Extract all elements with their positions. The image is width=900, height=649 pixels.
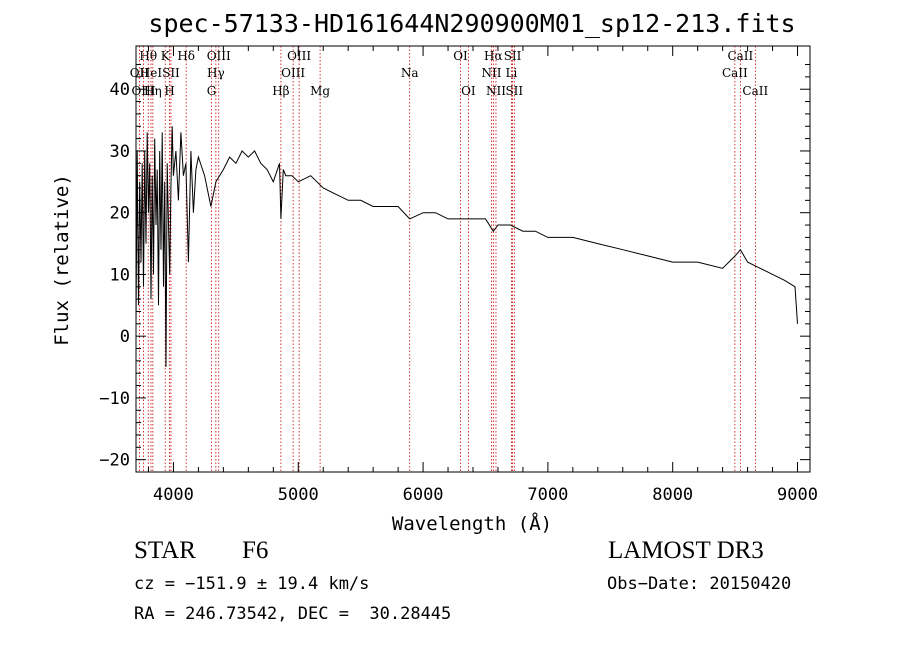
line-marker-label: OII <box>130 66 150 80</box>
y-tick-label: 0 <box>120 327 130 347</box>
y-axis-label: Flux (relative) <box>51 174 73 346</box>
line-marker-label: CaII <box>727 49 753 63</box>
redshift-velocity: cz = −151.9 ± 19.4 km/s <box>134 574 370 594</box>
x-axis: 4000 5000 6000 7000 8000 9000 <box>147 46 818 505</box>
y-tick-label: −10 <box>99 389 130 409</box>
object-subclass: F6 <box>242 537 269 564</box>
line-marker-label: G <box>207 84 217 98</box>
x-tick-label: 6000 <box>403 485 444 505</box>
line-marker-label: Hθ <box>139 49 157 63</box>
line-marker-label: Hα <box>484 49 503 63</box>
chart-title: spec-57133-HD161644N290900M01_sp12-213.f… <box>148 9 795 38</box>
line-marker-label: HeI <box>140 66 163 80</box>
object-class: STAR <box>134 537 196 564</box>
line-marker-label: OI <box>453 49 468 63</box>
line-marker-label: CaII <box>742 84 768 98</box>
line-marker-label: CaII <box>722 66 748 80</box>
line-marker-label: Hγ <box>207 66 225 80</box>
line-marker-label: OIII <box>207 49 231 63</box>
line-marker-label: Mg <box>310 84 330 98</box>
y-tick-label: 20 <box>110 204 130 224</box>
line-marker-label: Hη <box>144 84 162 98</box>
line-marker-label: SII <box>162 66 180 80</box>
x-tick-label: 7000 <box>527 485 568 505</box>
line-markers <box>138 46 756 472</box>
plot-frame <box>135 45 811 473</box>
line-marker-label: Li <box>506 66 518 80</box>
y-tick-label: 30 <box>110 142 130 162</box>
line-marker-label: SII <box>505 84 523 98</box>
survey-name: LAMOST DR3 <box>608 537 764 564</box>
line-marker-label: OI <box>461 84 476 98</box>
y-axis: −20 −10 0 10 20 30 40 <box>99 64 810 471</box>
observation-date: Obs−Date: 20150420 <box>607 574 792 594</box>
y-tick-label: 10 <box>110 265 130 285</box>
spectrum-line <box>135 126 798 368</box>
line-marker-label: OIII <box>287 49 311 63</box>
x-tick-label: 5000 <box>278 485 319 505</box>
line-marker-label: H <box>164 84 174 98</box>
x-tick-label: 4000 <box>153 485 194 505</box>
line-marker-label: Na <box>401 66 419 80</box>
line-marker-label: SII <box>504 49 522 63</box>
coordinates: RA = 246.73542, DEC = 30.28445 <box>134 604 452 624</box>
line-marker-label: Hβ <box>272 84 289 98</box>
line-marker-label: NII <box>486 84 506 98</box>
x-axis-label: Wavelength (Å) <box>392 512 552 535</box>
y-tick-label: −20 <box>99 451 130 471</box>
x-tick-label: 8000 <box>652 485 693 505</box>
x-tick-label: 9000 <box>777 485 818 505</box>
y-tick-label: 40 <box>110 80 130 100</box>
line-marker-label: OIII <box>131 84 155 98</box>
line-marker-label: K <box>161 49 171 63</box>
line-marker-label: Hδ <box>177 49 195 63</box>
line-marker-label: NII <box>481 66 501 80</box>
line-marker-label: OIII <box>281 66 305 80</box>
